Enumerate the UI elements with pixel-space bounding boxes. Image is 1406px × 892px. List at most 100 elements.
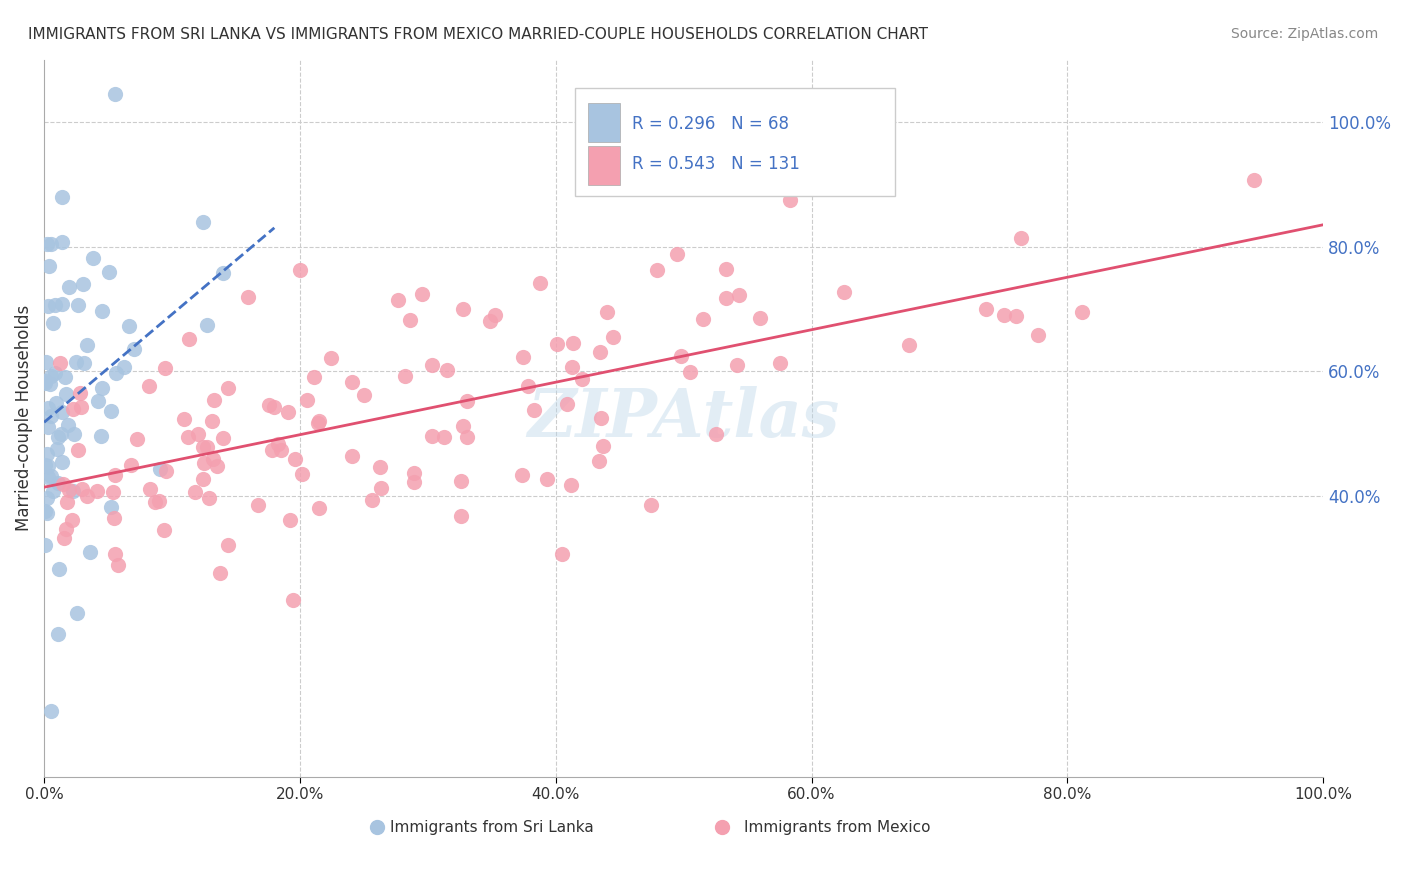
Point	[711, 782, 734, 797]
Point	[195, 441, 218, 455]
Point	[35, 236, 58, 251]
Point	[291, 467, 314, 482]
Point	[51, 297, 73, 311]
Point	[118, 319, 141, 334]
Point	[308, 501, 330, 516]
Point	[38, 259, 60, 273]
Point	[281, 593, 304, 607]
Point	[39, 468, 62, 483]
Point	[58, 483, 80, 498]
Point	[91, 381, 114, 395]
Point	[404, 467, 426, 481]
Point	[37, 470, 59, 484]
Point	[107, 558, 129, 572]
Point	[90, 304, 112, 318]
Point	[73, 356, 96, 370]
Point	[62, 402, 84, 417]
Point	[35, 355, 58, 369]
Point	[34, 376, 56, 391]
Point	[72, 277, 94, 291]
Point	[177, 332, 200, 346]
Point	[588, 453, 610, 467]
Point	[669, 349, 692, 363]
Point	[557, 397, 579, 411]
Point	[202, 392, 225, 407]
Point	[201, 414, 224, 428]
Point	[342, 449, 364, 463]
Point	[436, 363, 458, 377]
Point	[120, 458, 142, 473]
Point	[779, 193, 801, 207]
Point	[100, 500, 122, 515]
Point	[69, 400, 91, 414]
Point	[184, 484, 207, 499]
Point	[44, 366, 66, 380]
Point	[260, 443, 283, 458]
Point	[366, 782, 388, 797]
Point	[197, 318, 219, 332]
Point	[39, 409, 62, 423]
Point	[370, 460, 392, 475]
Point	[82, 251, 104, 265]
Point	[34, 458, 56, 472]
Point	[716, 291, 738, 305]
Point	[212, 266, 235, 280]
Point	[1070, 305, 1092, 319]
Point	[193, 471, 215, 485]
Point	[212, 431, 235, 445]
Point	[34, 374, 56, 388]
Point	[46, 430, 69, 444]
Point	[561, 359, 583, 374]
Point	[44, 297, 66, 311]
Point	[284, 452, 307, 467]
Point	[450, 508, 472, 523]
Point	[592, 439, 614, 453]
Point	[155, 464, 177, 478]
Point	[79, 545, 101, 559]
Point	[37, 299, 59, 313]
Point	[562, 335, 585, 350]
Point	[42, 483, 65, 498]
Point	[302, 370, 325, 384]
FancyBboxPatch shape	[588, 103, 620, 142]
Point	[66, 606, 89, 620]
Point	[394, 369, 416, 384]
Point	[100, 404, 122, 418]
Point	[246, 498, 269, 512]
Text: IMMIGRANTS FROM SRI LANKA VS IMMIGRANTS FROM MEXICO MARRIED-COUPLE HOUSEHOLDS CO: IMMIGRANTS FROM SRI LANKA VS IMMIGRANTS …	[28, 27, 928, 42]
Point	[58, 280, 80, 294]
Point	[551, 547, 574, 561]
Point	[360, 492, 382, 507]
Point	[479, 314, 502, 328]
Point	[45, 396, 67, 410]
Point	[62, 426, 84, 441]
Point	[704, 426, 727, 441]
Point	[37, 401, 59, 415]
Point	[340, 375, 363, 389]
Text: R = 0.296   N = 68: R = 0.296 N = 68	[633, 115, 789, 133]
Point	[1005, 309, 1028, 323]
Point	[665, 246, 688, 260]
Point	[308, 414, 330, 428]
Point	[270, 443, 292, 458]
Point	[104, 547, 127, 561]
Point	[60, 513, 83, 527]
Point	[148, 494, 170, 508]
Point	[307, 417, 329, 431]
Point	[90, 429, 112, 443]
Point	[67, 443, 90, 458]
Point	[295, 392, 318, 407]
Point	[1026, 327, 1049, 342]
Point	[67, 298, 90, 312]
Point	[288, 263, 311, 277]
Point	[51, 405, 73, 419]
Point	[769, 356, 792, 370]
Point	[321, 351, 343, 365]
Point	[39, 704, 62, 718]
Point	[48, 562, 70, 576]
Point	[153, 523, 176, 537]
Point	[546, 337, 568, 351]
Point	[208, 566, 231, 580]
Point	[510, 468, 533, 483]
Point	[191, 215, 214, 229]
